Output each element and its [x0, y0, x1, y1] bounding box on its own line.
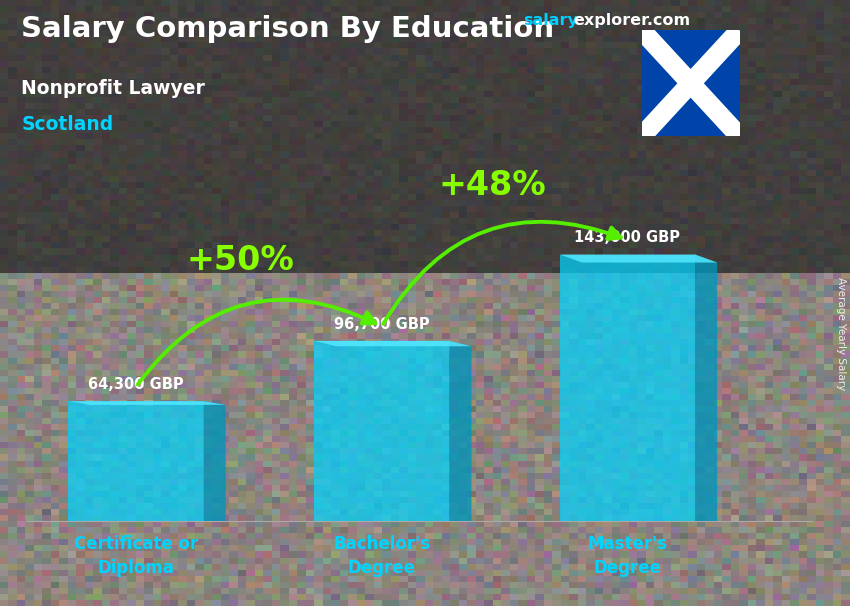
Text: 64,300 GBP: 64,300 GBP [88, 377, 184, 392]
Bar [69, 401, 204, 521]
Bar [560, 255, 695, 521]
Text: 96,700 GBP: 96,700 GBP [334, 317, 429, 331]
Polygon shape [695, 255, 717, 521]
Text: salary: salary [523, 13, 578, 28]
Text: Nonprofit Lawyer: Nonprofit Lawyer [21, 79, 205, 98]
Text: +50%: +50% [187, 244, 294, 278]
Polygon shape [0, 0, 850, 273]
Text: Scotland: Scotland [21, 115, 114, 134]
Polygon shape [204, 401, 226, 521]
Text: 143,000 GBP: 143,000 GBP [575, 230, 681, 245]
Text: Average Yearly Salary: Average Yearly Salary [836, 277, 846, 390]
Text: Salary Comparison By Education: Salary Comparison By Education [21, 15, 554, 43]
Text: explorer.com: explorer.com [574, 13, 691, 28]
Polygon shape [450, 341, 472, 521]
Text: +48%: +48% [439, 169, 547, 202]
Bar [314, 341, 450, 521]
Polygon shape [69, 401, 226, 405]
Polygon shape [314, 341, 472, 346]
Polygon shape [560, 255, 717, 262]
